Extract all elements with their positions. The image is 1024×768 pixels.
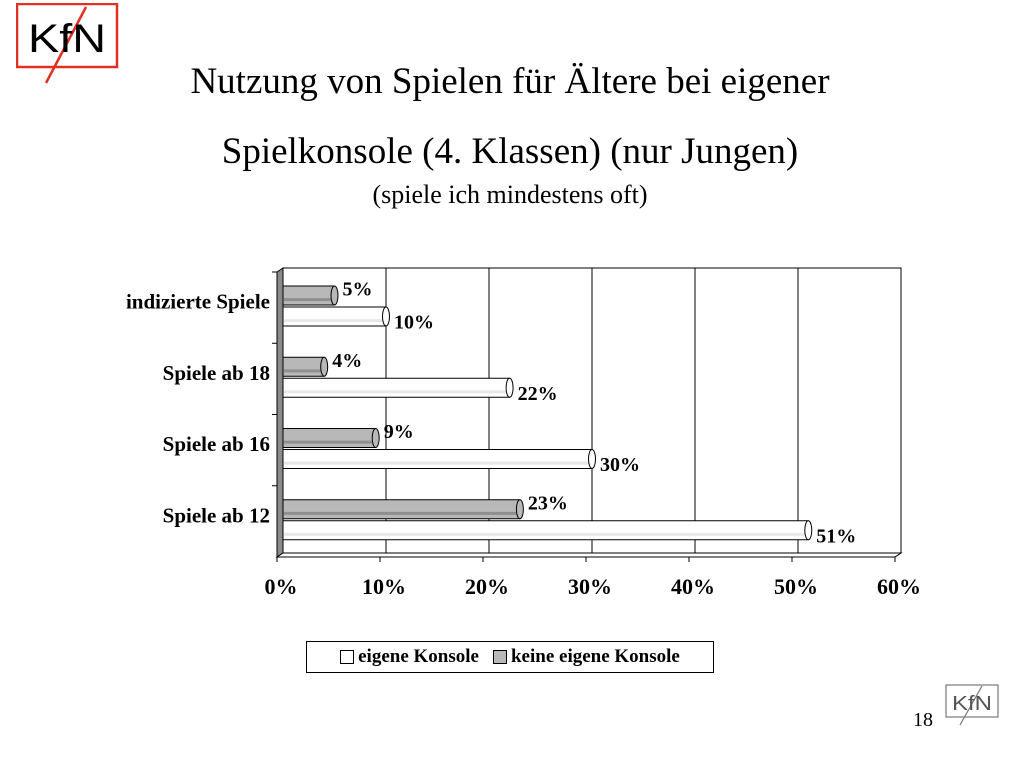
data-label: 30% [600,454,640,476]
bar-end-cap [515,499,524,520]
bar-end-cap [382,306,390,327]
page-subtitle: (spiele ich mindestens oft) [372,180,648,209]
x-tick-label: 0% [265,574,298,599]
data-label: 4% [332,350,362,372]
category-label: Spiele ab 18 [163,361,270,385]
legend-swatch-eigene [340,650,355,664]
page-title-line1: Nutzung von Spielen für Ältere bei eigen… [190,61,830,102]
legend-label-eigene: eigene Konsole [358,646,479,667]
category-label: Spiele ab 16 [163,432,270,456]
data-label: 5% [343,279,373,301]
bar [282,449,593,469]
bar-end-cap [320,356,329,377]
chart-floor [275,552,903,558]
bar [282,306,387,327]
bar-end-cap [371,428,380,448]
legend-item-keine: keine eigene Konsole [492,646,680,668]
logo-bottom: KfN [945,684,1001,731]
bar [282,377,511,398]
bar [282,356,325,377]
bar-end-cap [330,285,339,306]
data-label: 22% [518,383,558,405]
bar-end-cap [804,520,813,541]
logo-text: KfN [28,17,106,61]
data-label: 10% [394,312,434,334]
logo-bottom-text: KfN [952,693,992,715]
bar-end-cap [588,449,596,469]
bar [282,428,377,448]
logo-top: KfN [15,2,121,90]
page-number: 18 [913,709,933,731]
category-label: Spiele ab 12 [163,503,270,527]
x-tick-label: 50% [774,574,818,599]
legend-item-eigene: eigene Konsole [340,646,479,668]
x-tick-label: 60% [877,574,921,599]
data-label: 9% [384,421,414,443]
legend-label-keine: keine eigene Konsole [510,646,680,667]
bar [282,499,521,520]
data-label: 51% [816,525,856,547]
x-tick-label: 30% [568,574,612,599]
category-label: indizierte Spiele [126,290,270,314]
chart-side-wall [276,267,284,558]
bar-end-cap [505,377,514,398]
x-tick-label: 40% [671,574,715,599]
bar [282,520,809,541]
x-tick-label: 10% [362,574,406,599]
legend-swatch-keine [492,650,507,664]
bar [282,285,335,306]
x-tick-label: 20% [465,574,509,599]
page-title-line2: Spielkonsole (4. Klassen) (nur Jungen) [221,131,799,172]
legend: eigene Konsole keine eigene Konsole [306,641,714,673]
data-label: 23% [528,492,568,514]
